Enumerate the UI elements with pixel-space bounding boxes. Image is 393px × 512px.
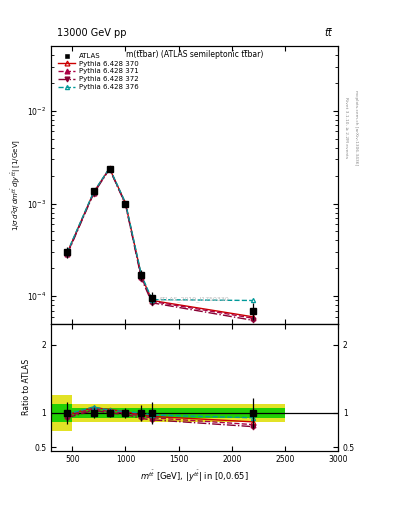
Y-axis label: $1/\sigma\,d^2\!\sigma/\,dm^{t\bar{t}}\,d|y^{t\bar{t}}|\;[1/\mathrm{GeV}]$: $1/\sigma\,d^2\!\sigma/\,dm^{t\bar{t}}\,… [10, 139, 24, 231]
Text: ATLAS_2019_I1750330: ATLAS_2019_I1750330 [159, 296, 230, 302]
Bar [157, 408, 285, 418]
Text: tt̅: tt̅ [325, 28, 332, 38]
Legend: ATLAS, Pythia 6.428 370, Pythia 6.428 371, Pythia 6.428 372, Pythia 6.428 376: ATLAS, Pythia 6.428 370, Pythia 6.428 37… [55, 50, 141, 93]
Text: m(tt̅bar) (ATLAS semileptonic tt̅bar): m(tt̅bar) (ATLAS semileptonic tt̅bar) [126, 50, 263, 59]
Bar [72, 404, 157, 422]
Bar [51, 404, 72, 422]
Bar [157, 404, 285, 422]
X-axis label: $m^{t\bar{t}}$ [GeV], $|y^{t\bar{t}}|$ in [0,0.65]: $m^{t\bar{t}}$ [GeV], $|y^{t\bar{t}}|$ i… [140, 468, 249, 484]
Text: Rivet 3.1.10, ≥ 2.2M events: Rivet 3.1.10, ≥ 2.2M events [344, 97, 348, 159]
Y-axis label: Ratio to ATLAS: Ratio to ATLAS [22, 359, 31, 415]
Text: mcplots.cern.ch [arXiv:1306.3436]: mcplots.cern.ch [arXiv:1306.3436] [354, 91, 358, 165]
Bar [51, 395, 72, 432]
Bar [72, 408, 157, 418]
Text: 13000 GeV pp: 13000 GeV pp [57, 28, 126, 38]
